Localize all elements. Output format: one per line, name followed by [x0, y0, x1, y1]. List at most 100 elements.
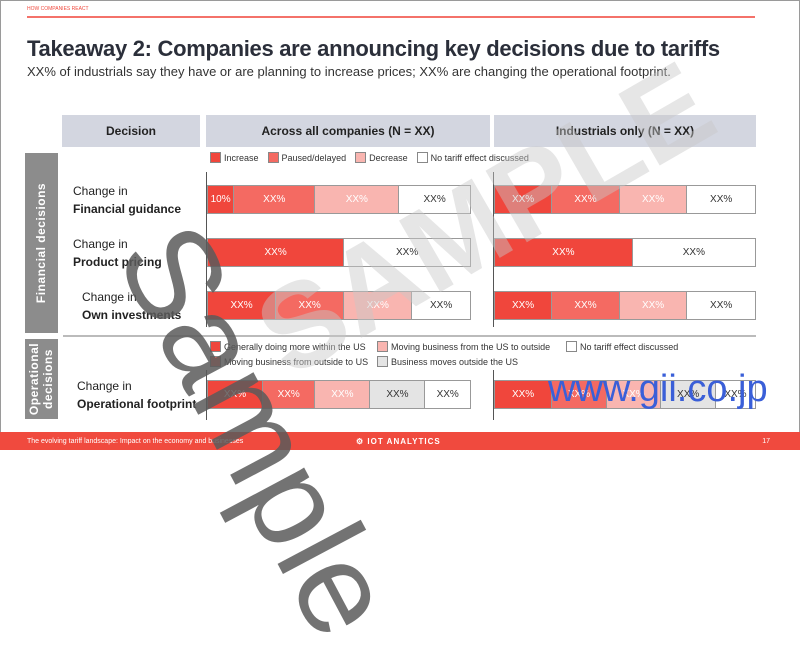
row-label-line1: Change in [73, 184, 128, 198]
bar-segment: XX% [495, 239, 633, 266]
legend-swatch [210, 152, 221, 163]
stacked-bar-ind: XX% XX% [494, 238, 756, 267]
row-label: Change in Own investments [82, 288, 181, 324]
page-subtitle: XX% of industrials say they have or are … [27, 64, 671, 79]
legend-item: Business moves outside the US [377, 356, 518, 367]
bar-segment: XX% [263, 381, 316, 408]
axis-line [493, 370, 494, 420]
legend-item: Moving business from the US to outside [377, 341, 550, 352]
legend-operational-item: No tariff effect discussed [566, 341, 684, 352]
row-label-line2: Product pricing [73, 255, 162, 269]
stacked-bar-all: XX% XX% [207, 238, 471, 267]
legend-item: Moving business from outside to US [210, 356, 368, 367]
bar-segment: XX% [632, 239, 755, 266]
group-operational: Operational decisions [25, 339, 58, 419]
row-label-line1: Change in [82, 290, 137, 304]
legend-swatch [566, 341, 577, 352]
bar-segment: XX% [552, 186, 620, 213]
legend-swatch [210, 356, 221, 367]
legend-operational-item: Moving business from the US to outside [377, 341, 556, 352]
stacked-bar-ind: XX% XX% XX% XX% [494, 291, 756, 320]
bar-segment: XX% [399, 186, 470, 213]
stacked-bar-all: 10% XX% XX% XX% [207, 185, 471, 214]
header-industrials: Industrials only (N = XX) [494, 115, 756, 147]
bar-segment: XX% [208, 292, 277, 319]
bar-segment: XX% [208, 381, 264, 408]
legend-item: Decrease [355, 152, 408, 163]
logo-icon: ⚙ [356, 436, 368, 446]
stacked-bar-all: XX% XX% XX% XX% [207, 291, 471, 320]
legend-operational-item: Business moves outside the US [377, 356, 524, 367]
row-label: Change in Operational footprint [77, 377, 196, 413]
bar-segment: XX% [412, 292, 470, 319]
axis-line [206, 172, 207, 327]
row-label-line2: Own investments [82, 308, 182, 322]
legend-label: Moving business from the US to outside [391, 341, 551, 352]
legend-item: Paused/delayed [267, 152, 347, 163]
bar-segment: XX% [425, 381, 470, 408]
group-operational-label: Operational decisions [27, 342, 56, 416]
legend-label: Generally doing more within the US [224, 341, 366, 352]
stacked-bar-ind: XX% XX% XX% XX% [494, 185, 756, 214]
bar-segment: XX% [495, 186, 553, 213]
stacked-bar-ind: XX% XX% XX% XX% XX% [494, 380, 756, 409]
legend-label: Increase [224, 152, 259, 163]
bar-segment: XX% [208, 239, 345, 266]
bar-segment: XX% [661, 381, 716, 408]
row-label: Change in Product pricing [73, 235, 162, 271]
legend-item: No tariff effect discussed [416, 152, 529, 163]
bar-segment: XX% [495, 292, 553, 319]
footer: The evolving tariff landscape: Impact on… [0, 432, 800, 450]
legend-swatch [416, 152, 428, 163]
bar-segment: XX% [715, 381, 755, 408]
footer-brand: ⚙ IOT ANALYTICS [356, 437, 441, 446]
legend-swatch [377, 341, 388, 352]
legend-operational-item: Moving business from outside to US [210, 356, 374, 367]
bar-segment: XX% [495, 381, 553, 408]
row-label-line2: Operational footprint [77, 397, 197, 411]
group-financial: Financial decisions [25, 153, 58, 333]
group-financial-label: Financial decisions [34, 182, 49, 304]
bar-segment: XX% [687, 186, 755, 213]
bar-segment: XX% [276, 292, 345, 319]
row-label-line2: Financial guidance [73, 202, 182, 216]
group-divider [63, 335, 756, 337]
bar-segment: XX% [552, 381, 607, 408]
legend-operational-item: Generally doing more within the US [210, 341, 372, 352]
row-label-line1: Change in [77, 379, 132, 393]
legend-label: Paused/delayed [281, 152, 347, 163]
legend-swatch [355, 152, 367, 163]
bar-segment: XX% [234, 186, 316, 213]
bar-segment: XX% [315, 186, 400, 213]
header-all-companies: Across all companies (N = XX) [206, 115, 490, 147]
bar-segment: XX% [606, 381, 662, 408]
axis-line [206, 370, 207, 420]
bar-segment: 10% [208, 186, 235, 213]
bar-segment: XX% [344, 292, 413, 319]
row-label-line1: Change in [73, 237, 128, 251]
legend-item: Generally doing more within the US [210, 341, 366, 352]
section-label: HOW COMPANIES REACT [27, 6, 89, 12]
legend-swatch [210, 341, 221, 352]
stacked-bar-all: XX% XX% XX% XX% XX% [207, 380, 471, 409]
legend-swatch [267, 152, 279, 163]
bar-segment: XX% [687, 292, 755, 319]
brand-name: IOT ANALYTICS [367, 436, 441, 446]
bar-segment: XX% [370, 381, 426, 408]
bar-segment: XX% [344, 239, 470, 266]
row-label: Change in Financial guidance [73, 182, 181, 218]
bar-segment: XX% [552, 292, 620, 319]
legend-financial: Increase Paused/delayed Decrease No tariff … [210, 152, 535, 163]
legend-label: No tariff effect discussed [430, 152, 529, 163]
footer-text: The evolving tariff landscape: Impact on… [27, 437, 244, 445]
bar-segment: XX% [619, 292, 688, 319]
page-title: Takeaway 2: Companies are announcing key… [27, 36, 720, 61]
bar-segment: XX% [619, 186, 688, 213]
legend-swatch [377, 356, 388, 367]
legend-label: Business moves outside the US [391, 356, 519, 367]
header-rule [27, 16, 755, 18]
legend-label: Moving business from outside to US [224, 356, 369, 367]
legend-item: No tariff effect discussed [566, 341, 678, 352]
header-decision: Decision [62, 115, 200, 147]
legend-label: Decrease [369, 152, 408, 163]
